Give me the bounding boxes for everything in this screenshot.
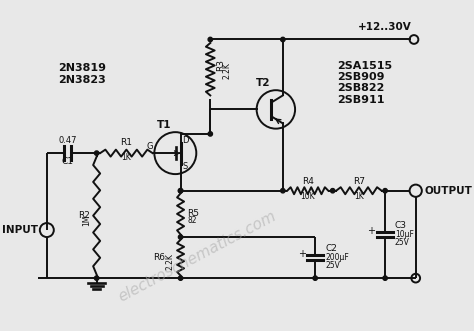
Text: 1K: 1K [354,192,364,201]
Text: 2SB822: 2SB822 [337,83,384,93]
Text: R3: R3 [217,59,226,71]
Text: 1K: 1K [121,153,131,162]
Text: 2.2K: 2.2K [222,63,231,79]
Text: electroschematics.com: electroschematics.com [116,208,279,305]
Text: 2N3823: 2N3823 [58,75,106,85]
Text: +: + [298,249,306,259]
Text: 25V: 25V [326,261,340,270]
Text: C3: C3 [395,221,407,230]
Text: 10K: 10K [301,192,315,201]
Text: R6: R6 [153,253,165,262]
Text: G: G [147,142,154,151]
Circle shape [178,189,183,193]
Text: 10μF: 10μF [395,230,414,239]
Circle shape [281,189,285,193]
Circle shape [313,276,318,280]
Text: 2SA1515: 2SA1515 [337,61,392,71]
Text: R7: R7 [353,177,365,186]
Text: 0.47: 0.47 [59,136,77,145]
Circle shape [281,37,285,42]
Text: OUTPUT: OUTPUT [424,186,472,196]
Circle shape [330,189,335,193]
Text: R1: R1 [120,138,132,147]
Circle shape [178,276,183,280]
Text: 2.2K: 2.2K [165,254,174,270]
Text: +12..30V: +12..30V [357,23,411,32]
Text: C1: C1 [62,157,74,166]
Text: R4: R4 [302,177,314,186]
Circle shape [94,276,99,280]
Circle shape [178,235,183,239]
Text: 82: 82 [188,216,197,225]
Text: T2: T2 [256,78,270,88]
Circle shape [208,132,212,136]
Text: R2: R2 [78,211,90,220]
Text: 200μF: 200μF [326,253,349,262]
Text: S: S [182,162,188,170]
Circle shape [178,189,183,193]
Circle shape [94,151,99,155]
Circle shape [208,37,212,42]
Text: 2SB911: 2SB911 [337,95,384,105]
Text: 1M: 1M [82,214,91,226]
Circle shape [383,276,387,280]
Circle shape [383,189,387,193]
Text: 2N3819: 2N3819 [58,63,106,73]
Text: INPUT: INPUT [2,225,38,235]
Text: R5: R5 [187,210,199,218]
Text: C2: C2 [326,244,337,253]
Text: +: + [367,226,375,236]
Text: 2SB909: 2SB909 [337,72,384,82]
Text: D: D [182,136,189,145]
Text: T1: T1 [157,120,172,130]
Text: 25V: 25V [395,238,410,247]
